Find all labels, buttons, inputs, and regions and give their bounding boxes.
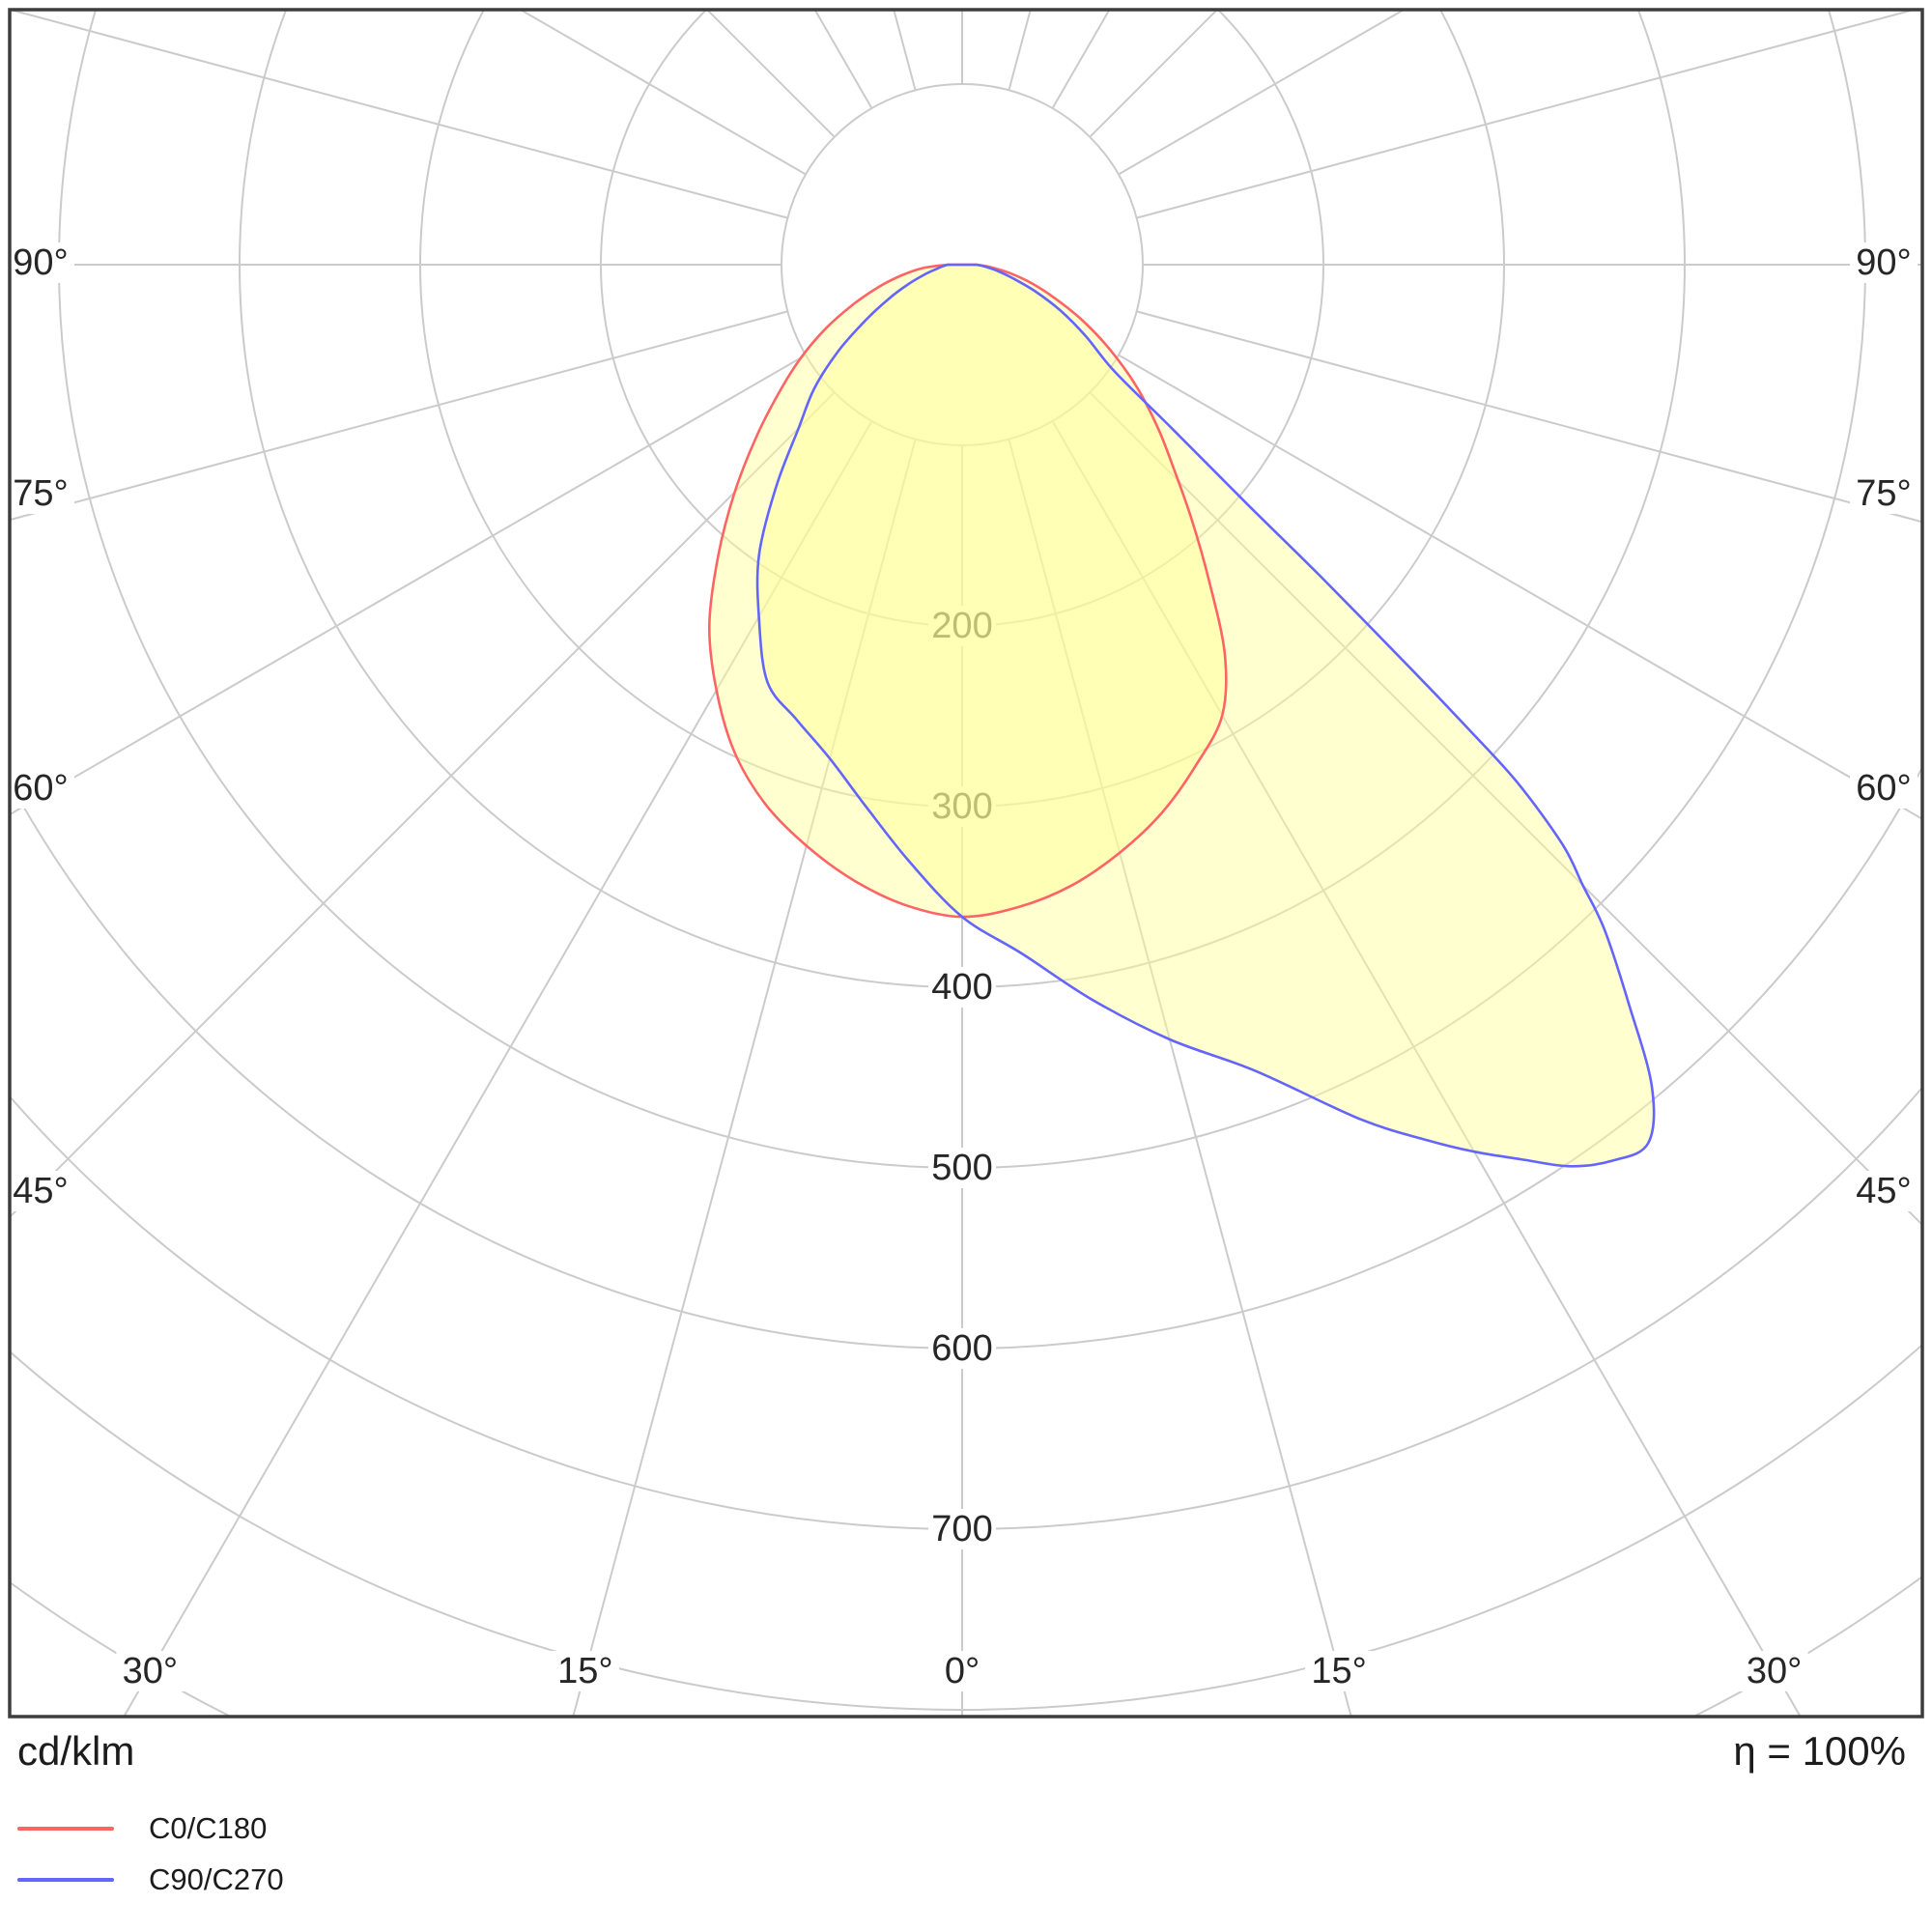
gamma-tick-label-left-bg — [7, 1171, 74, 1211]
grid-spoke — [1089, 10, 1219, 138]
gamma-tick-label-right-bg — [1850, 768, 1918, 809]
legend: C0/C180 C90/C270 — [17, 1808, 284, 1911]
efficiency-label: η = 100% — [1733, 1728, 1906, 1774]
gamma-tick-label-left-bg — [7, 768, 74, 809]
radial-tick-label: 500 — [931, 1148, 992, 1188]
gamma-tick-label-right: 60° — [1856, 768, 1911, 809]
gamma-tick-label: 30° — [1747, 1651, 1802, 1691]
radial-tick-label-bg — [928, 1148, 996, 1188]
curve-C90C270 — [755, 263, 1656, 1168]
gamma-tick-label: 15° — [557, 1651, 612, 1691]
grid-spoke — [1089, 391, 1922, 1227]
plot-border — [8, 8, 1924, 1719]
gamma-tick-label-right-bg — [1850, 473, 1918, 514]
units-label: cd/klm — [17, 1728, 135, 1774]
gamma-tick-label-left-bg — [7, 242, 74, 283]
grid-spoke — [10, 310, 788, 522]
gamma-tick-label: 30° — [123, 1651, 178, 1691]
gamma-tick-label-right-bg — [1850, 242, 1918, 283]
radial-tick-label-bg — [928, 606, 996, 646]
grid-spoke — [10, 10, 788, 219]
gamma-tick-label-left: 75° — [13, 473, 68, 514]
grid-spoke — [1118, 10, 1406, 176]
gamma-tick-label-bg — [551, 1651, 619, 1691]
grid-spoke — [1008, 10, 1032, 91]
gamma-tick-label-bg — [938, 1651, 986, 1691]
grid-spoke — [572, 439, 917, 1717]
radial-tick-label-bg — [928, 786, 996, 827]
radial-tick-label: 200 — [931, 606, 992, 646]
legend-label-c90-c270: C90/C270 — [149, 1862, 284, 1896]
legend-line-red — [17, 1827, 114, 1831]
grid-spoke — [10, 354, 807, 816]
gamma-tick-label-right: 90° — [1856, 242, 1911, 283]
gamma-tick-label-bg — [1305, 1651, 1374, 1691]
gamma-tick-label-right-bg — [1850, 1171, 1918, 1211]
grid-spoke — [1136, 310, 1922, 524]
gamma-tick-label-bg — [116, 1651, 185, 1691]
grid-spoke — [1118, 354, 1922, 821]
gamma-tick-label-left: 45° — [13, 1171, 68, 1211]
radial-tick-label: 600 — [931, 1328, 992, 1369]
gamma-tick-label-left: 90° — [13, 242, 68, 283]
legend-item-c0-c180: C0/C180 — [17, 1808, 284, 1849]
gamma-tick-label: 15° — [1311, 1651, 1366, 1691]
legend-line-blue — [17, 1878, 114, 1882]
gamma-tick-label-left-bg — [7, 473, 74, 514]
curve-fill-C90C270 — [757, 265, 1655, 1167]
grid-spoke — [518, 10, 807, 176]
curve-fill-C0C180 — [709, 265, 1227, 918]
grid-spoke — [705, 10, 836, 138]
radial-tick-label: 400 — [931, 967, 992, 1008]
radial-tick-label-bg — [928, 1509, 996, 1549]
grid-spoke — [1136, 10, 1918, 219]
grid-spoke — [813, 10, 873, 109]
grid-spoke — [1051, 10, 1111, 109]
grid-spoke — [123, 420, 873, 1717]
gamma-tick-label-right: 45° — [1856, 1171, 1911, 1211]
radial-tick-label: 300 — [931, 786, 992, 827]
curve-C0C180 — [707, 263, 1228, 919]
grid-spoke — [893, 10, 917, 91]
legend-label-c0-c180: C0/C180 — [149, 1811, 268, 1845]
legend-item-c90-c270: C90/C270 — [17, 1860, 284, 1900]
radial-tick-label: 700 — [931, 1509, 992, 1549]
gamma-tick-label-right: 75° — [1856, 473, 1911, 514]
grid-spoke — [1051, 420, 1802, 1717]
gamma-tick-label: 0° — [945, 1651, 980, 1691]
radial-tick-label-bg — [928, 1328, 996, 1369]
grid-spoke — [1008, 439, 1352, 1717]
gamma-tick-label-bg — [1740, 1651, 1808, 1691]
radial-tick-label-bg — [928, 967, 996, 1008]
gamma-tick-label-left: 60° — [13, 768, 68, 809]
